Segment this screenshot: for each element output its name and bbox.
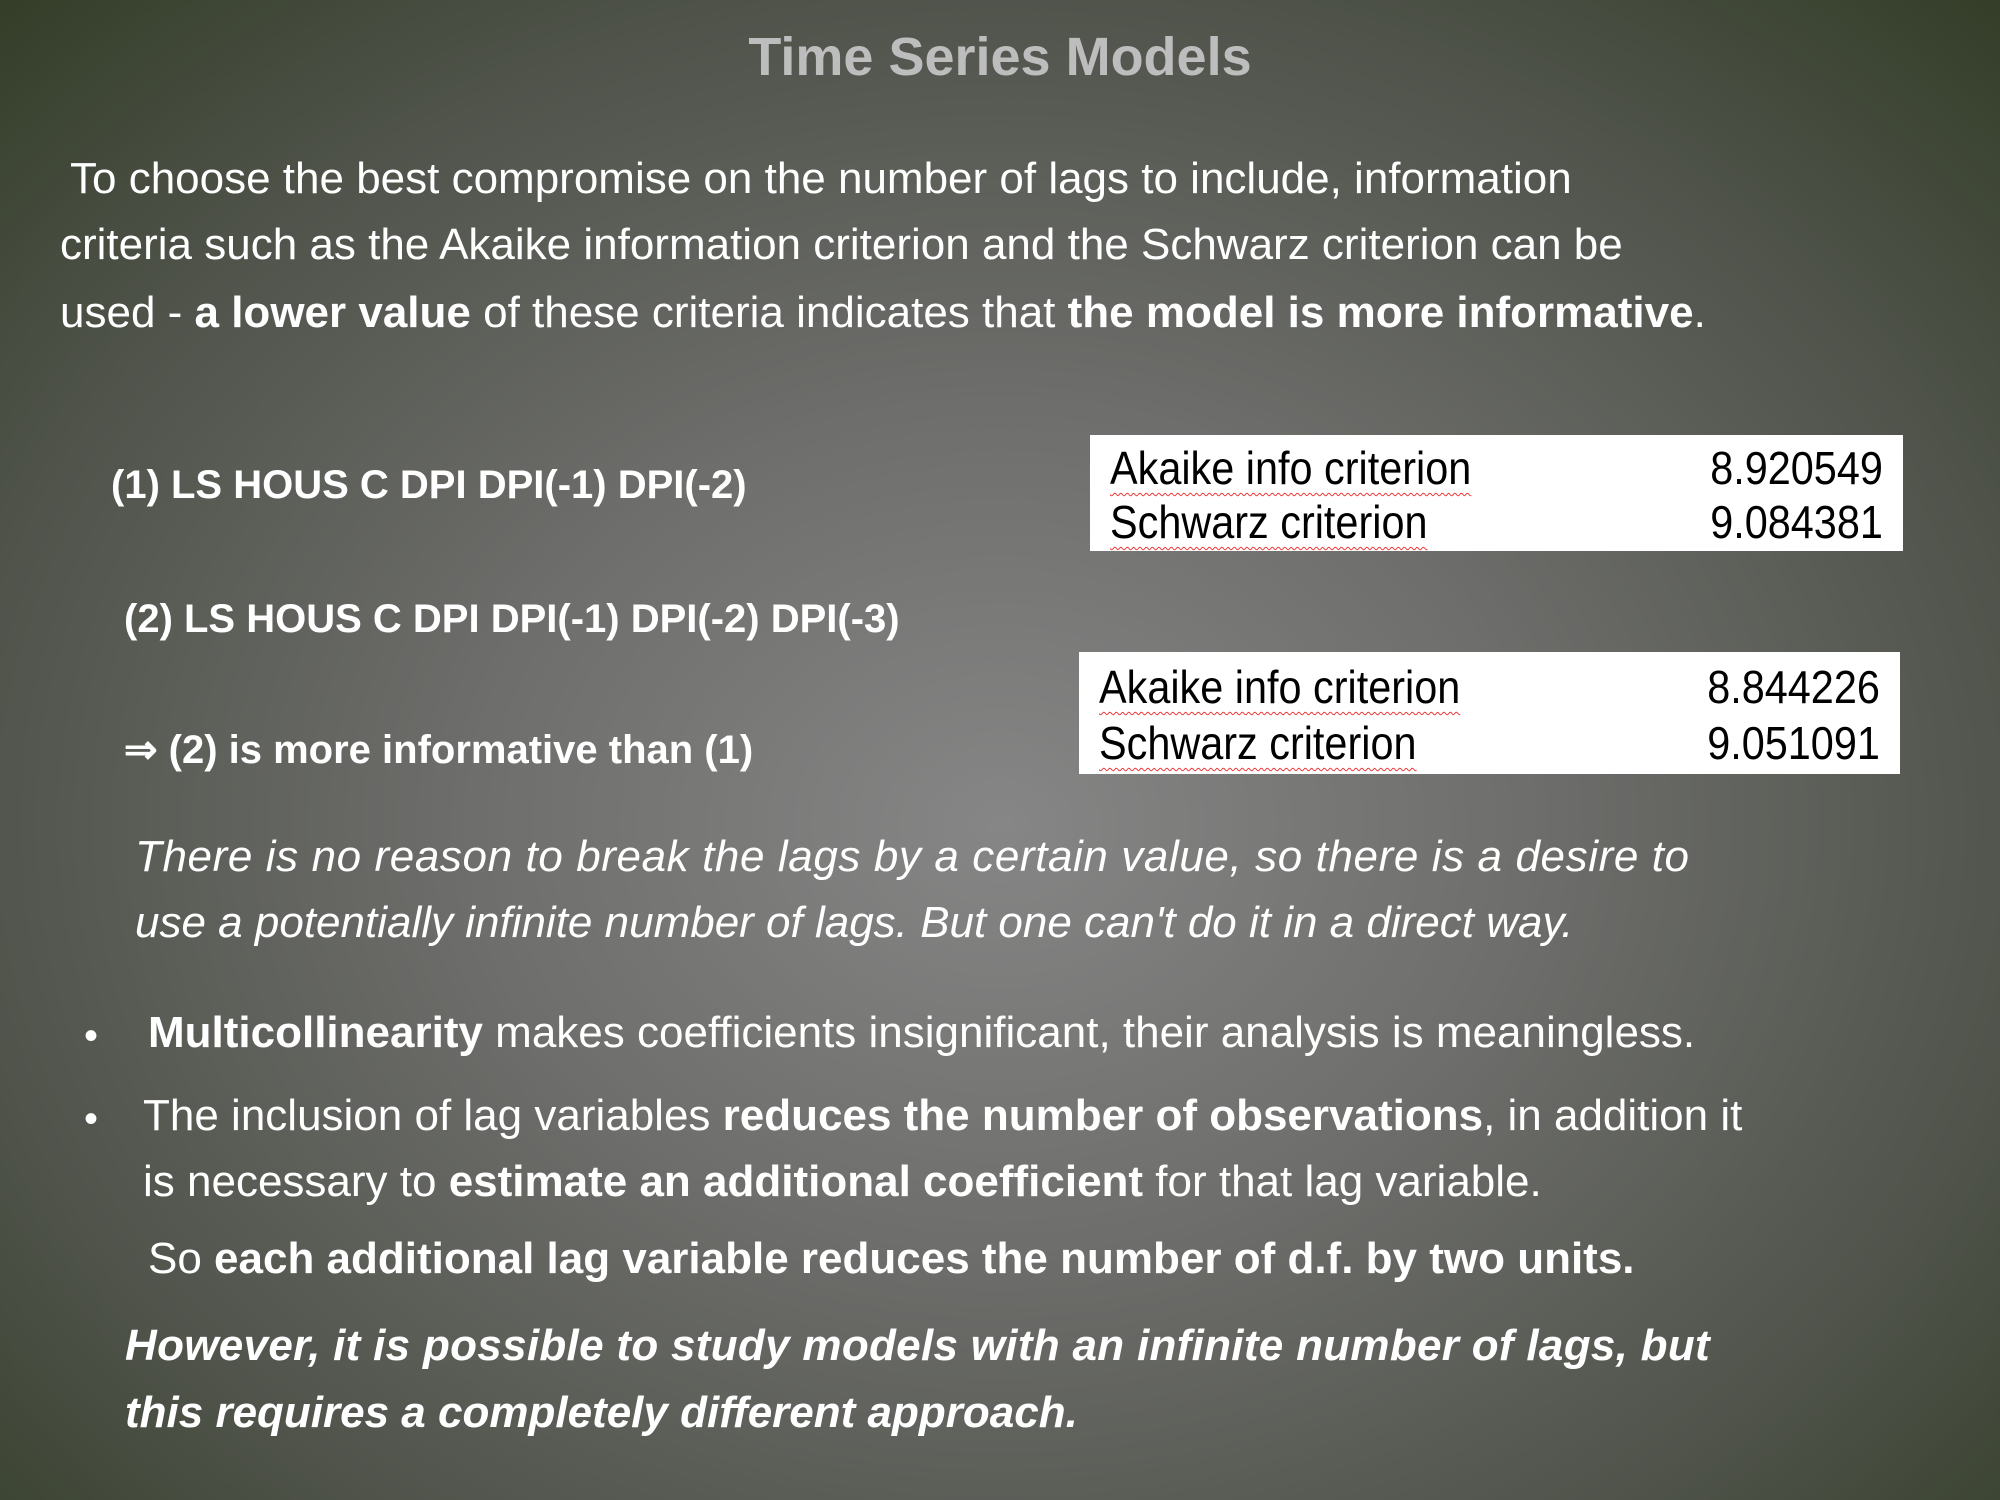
table-row: Schwarz criterion 9.051091	[1099, 716, 1880, 770]
criteria-table-2: Akaike info criterion 8.844226 Schwarz cr…	[1079, 652, 1900, 774]
bullet-2-line-2: is necessary to estimate an additional c…	[143, 1160, 1542, 1204]
text: .	[1693, 288, 1706, 337]
emphasis: Multicollinearity	[148, 1008, 483, 1057]
italic-note-line-2: use a potentially infinite number of lag…	[135, 898, 1574, 947]
model-1: (1) LS HOUS C DPI DPI(-1) DPI(-2)	[111, 463, 747, 507]
model-2: (2) LS HOUS C DPI DPI(-1) DPI(-2) DPI(-3…	[124, 597, 900, 641]
bullet-icon: •	[84, 1014, 99, 1058]
criterion-label: Akaike info criterion	[1099, 661, 1461, 713]
emphasis: the model is more informative	[1067, 288, 1694, 337]
intro-line-3: used - a lower value of these criteria i…	[60, 291, 1706, 335]
criterion-value: 8.920549	[1710, 442, 1883, 494]
conclusion-text: (2) is more informative than (1)	[168, 728, 754, 772]
closing-line-2: this requires a completely different app…	[125, 1388, 1078, 1437]
intro-line-1: To choose the best compromise on the num…	[70, 154, 1572, 203]
intro-line-2: criteria such as the Akaike information …	[60, 220, 1623, 269]
criterion-label: Akaike info criterion	[1110, 442, 1472, 494]
text: used -	[60, 288, 195, 337]
criterion-value: 8.844226	[1707, 661, 1880, 713]
implies-arrow-icon: ⇒	[124, 728, 158, 772]
text: , in addition it	[1483, 1091, 1743, 1140]
text: of these criteria indicates that	[470, 288, 1068, 337]
emphasis: reduces the number of observations	[722, 1091, 1484, 1140]
emphasis: each additional lag variable reduces the…	[214, 1234, 1635, 1283]
criterion-value: 9.051091	[1707, 717, 1880, 769]
criterion-label: Schwarz criterion	[1110, 496, 1428, 548]
text: The inclusion of lag variables	[143, 1091, 723, 1140]
text: for that lag variable.	[1143, 1157, 1542, 1206]
text: makes coefficients insignificant, their …	[482, 1008, 1696, 1057]
bullet-icon: •	[84, 1097, 99, 1141]
text: is necessary to	[143, 1157, 449, 1206]
text: So	[148, 1234, 215, 1283]
table-row: Akaike info criterion 8.920549	[1110, 441, 1883, 495]
conclusion: ⇒ (2) is more informative than (1)	[124, 730, 753, 770]
bullet-2-line-1: The inclusion of lag variables reduces t…	[143, 1094, 1742, 1138]
criteria-table-1: Akaike info criterion 8.920549 Schwarz cr…	[1090, 435, 1903, 551]
emphasis: estimate an additional coefficient	[448, 1157, 1144, 1206]
bullet-1: Multicollinearity makes coefficients ins…	[148, 1011, 1695, 1055]
criterion-value: 9.084381	[1710, 496, 1883, 548]
italic-note-line-1: There is no reason to break the lags by …	[135, 832, 1690, 881]
slide-title: Time Series Models	[748, 27, 1252, 87]
table-row: Schwarz criterion 9.084381	[1110, 495, 1883, 549]
emphasis: a lower value	[194, 288, 471, 337]
df-note: So each additional lag variable reduces …	[148, 1237, 1635, 1281]
closing-line-1: However, it is possible to study models …	[125, 1321, 1710, 1370]
criterion-label: Schwarz criterion	[1099, 717, 1417, 769]
table-row: Akaike info criterion 8.844226	[1099, 660, 1880, 714]
